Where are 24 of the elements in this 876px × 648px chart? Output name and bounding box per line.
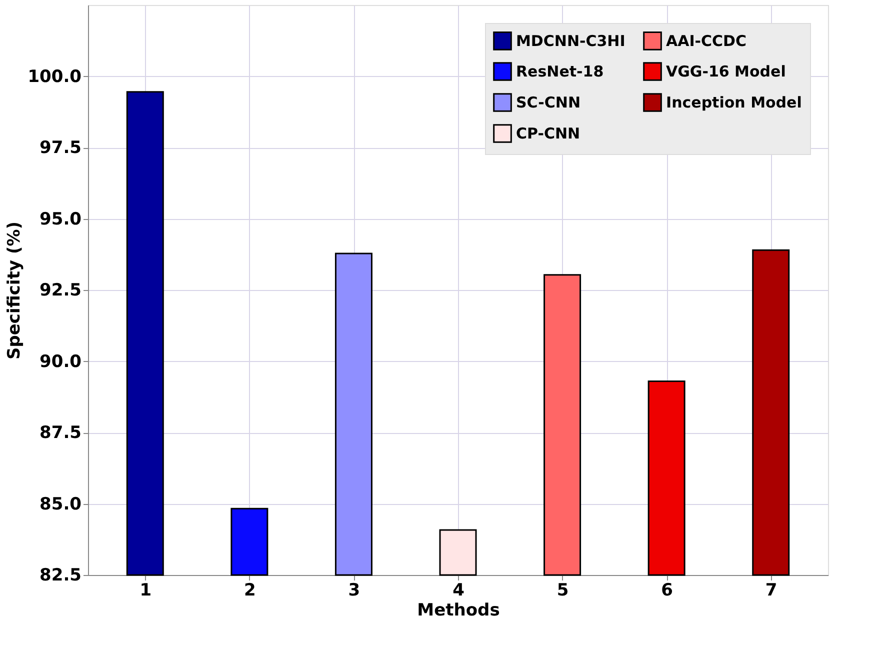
x-tick-label: 7 (765, 580, 778, 600)
y-tick-label: 95.0 (40, 209, 82, 230)
legend-label: AAI-CCDC (666, 32, 747, 50)
x-tick-label: 4 (452, 580, 465, 600)
y-tick-label: 90.0 (40, 352, 82, 372)
y-axis-title: Specificity (%) (4, 221, 25, 360)
legend-label: VGG-16 Model (666, 62, 786, 80)
x-axis-title: Methods (417, 600, 500, 620)
y-tick-label: 97.5 (40, 138, 82, 158)
x-tick-label: 5 (556, 580, 569, 600)
legend-label: Inception Model (666, 94, 802, 112)
y-tick-label: 85.0 (40, 494, 82, 514)
legend-label: CP-CNN (516, 124, 580, 142)
x-tick-label: 6 (661, 580, 673, 600)
y-tick-label: 82.5 (40, 566, 82, 586)
x-tick-label: 1 (140, 580, 152, 600)
legend-label: SC-CNN (516, 94, 580, 112)
x-tick-label: 2 (244, 580, 256, 600)
legend-label: MDCNN-C3HI (516, 32, 626, 50)
legend-label: ResNet-18 (516, 62, 604, 80)
y-tick-label: 100.0 (28, 66, 82, 87)
x-tick-label: 3 (348, 580, 360, 600)
y-tick-label: 92.5 (40, 280, 82, 300)
y-tick-label: 87.5 (40, 423, 82, 443)
